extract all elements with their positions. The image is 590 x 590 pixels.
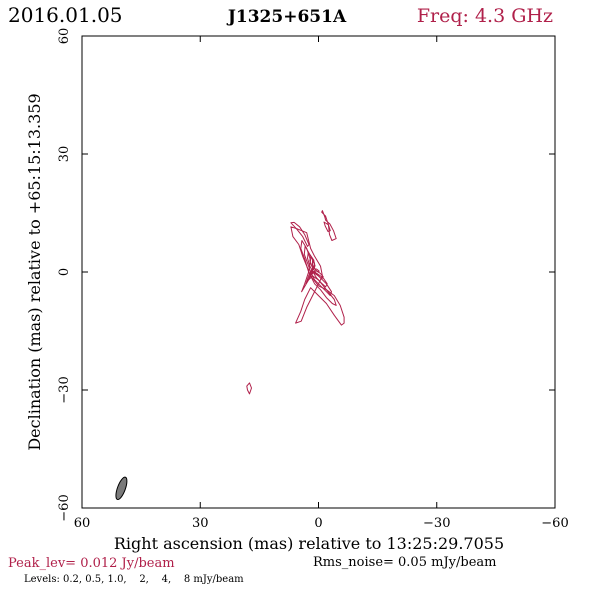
- contour-level-0.2: [290, 226, 345, 326]
- header: 2016.01.05 J1325+651A Freq: 4.3 GHz: [8, 3, 553, 27]
- y-tick-label: −60: [57, 494, 72, 521]
- y-tick-label: 30: [57, 146, 72, 163]
- contour-set: [246, 210, 345, 395]
- contour-level-0.5: [323, 221, 331, 232]
- beam-ellipse-group: [115, 476, 128, 501]
- y-tick-labels: −60 −30 0 30 60: [57, 28, 72, 522]
- source-name: J1325+651A: [226, 7, 347, 27]
- y-tick-label: 0: [57, 268, 72, 276]
- x-axis-label: Right ascension (mas) relative to 13:25:…: [114, 534, 504, 553]
- peak-level: Peak_lev= 0.012 Jy/beam: [8, 556, 175, 571]
- contour-level-0.2: [290, 221, 310, 247]
- footer: Peak_lev= 0.012 Jy/beam Rms_noise= 0.05 …: [8, 555, 496, 585]
- x-tick-label: −60: [541, 516, 568, 531]
- observation-date: 2016.01.05: [8, 3, 123, 27]
- x-tick-label: 30: [192, 516, 209, 531]
- x-tick-label: −30: [423, 516, 450, 531]
- contour-level-0.2: [246, 382, 252, 395]
- axis-ticks: [81, 35, 556, 509]
- x-tick-label: 60: [74, 516, 91, 531]
- x-tick-labels: 60 30 0 −30 −60: [74, 516, 569, 531]
- rms-noise: Rms_noise= 0.05 mJy/beam: [313, 555, 496, 570]
- beam-ellipse: [115, 476, 128, 501]
- y-tick-label: 60: [57, 28, 72, 45]
- x-tick-label: 0: [314, 516, 322, 531]
- frequency-label: Freq: 4.3 GHz: [417, 5, 553, 27]
- contour-level-0.2: [321, 210, 337, 241]
- y-axis-label: Declination (mas) relative to +65:15:13.…: [25, 93, 44, 450]
- contour-levels: Levels: 0.2, 0.5, 1.0, 2, 4, 8 mJy/beam: [24, 574, 244, 585]
- y-tick-label: −30: [57, 376, 72, 403]
- contour-level-8: [311, 260, 320, 273]
